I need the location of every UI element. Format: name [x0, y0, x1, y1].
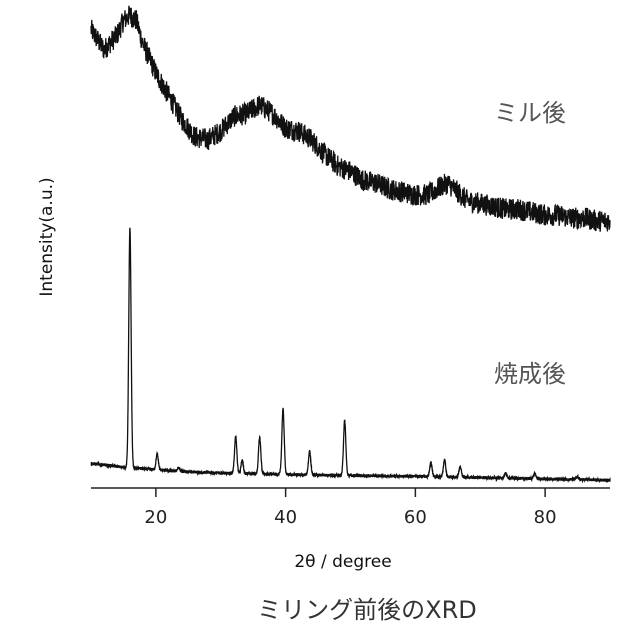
x-tick-label-40: 40 — [274, 507, 297, 528]
y-axis-label: Intensity(a.u.) — [37, 177, 57, 296]
x-axis-label: 2θ / degree — [294, 552, 391, 572]
series-traces — [91, 6, 610, 482]
series-label-calcined: 焼成後 — [494, 360, 566, 388]
x-axis-ticks: 20 40 60 80 — [144, 488, 556, 528]
x-tick-label-60: 60 — [404, 507, 427, 528]
x-tick-label-80: 80 — [534, 507, 557, 528]
series-label-milled: ミル後 — [494, 99, 566, 127]
chart-title: ミリング前後のXRD — [257, 596, 477, 624]
series-line-calcined — [91, 228, 610, 482]
x-tick-label-20: 20 — [144, 507, 167, 528]
